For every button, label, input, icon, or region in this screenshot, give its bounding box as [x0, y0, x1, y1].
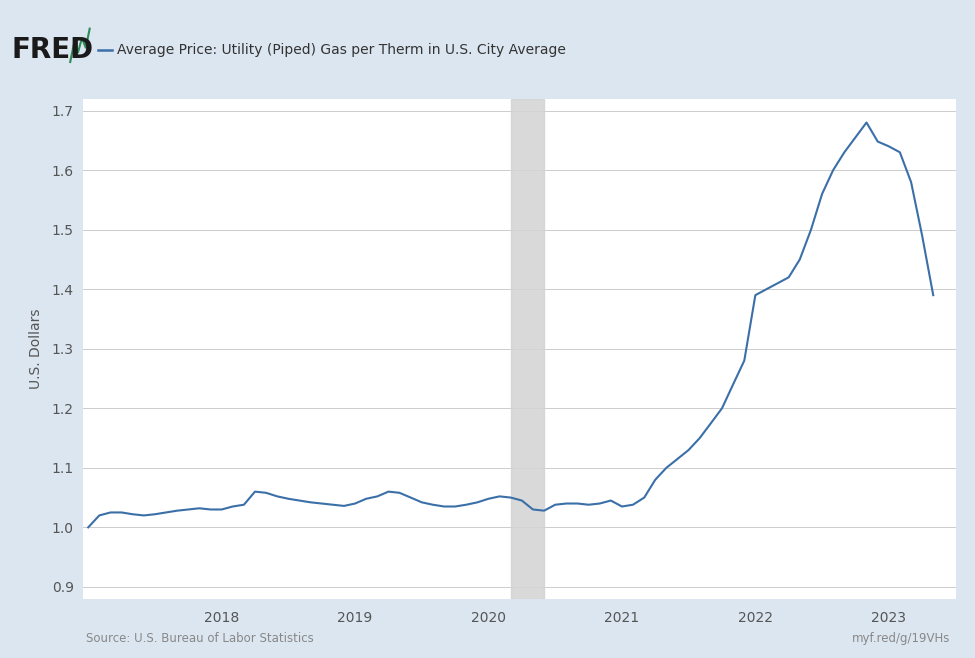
Text: myf.red/g/19VHs: myf.red/g/19VHs	[852, 632, 951, 645]
Text: FRED: FRED	[12, 36, 94, 64]
Text: Average Price: Utility (Piped) Gas per Therm in U.S. City Average: Average Price: Utility (Piped) Gas per T…	[117, 43, 566, 57]
Bar	[511, 99, 544, 599]
Y-axis label: U.S. Dollars: U.S. Dollars	[29, 309, 44, 389]
Text: Source: U.S. Bureau of Labor Statistics: Source: U.S. Bureau of Labor Statistics	[86, 632, 314, 645]
